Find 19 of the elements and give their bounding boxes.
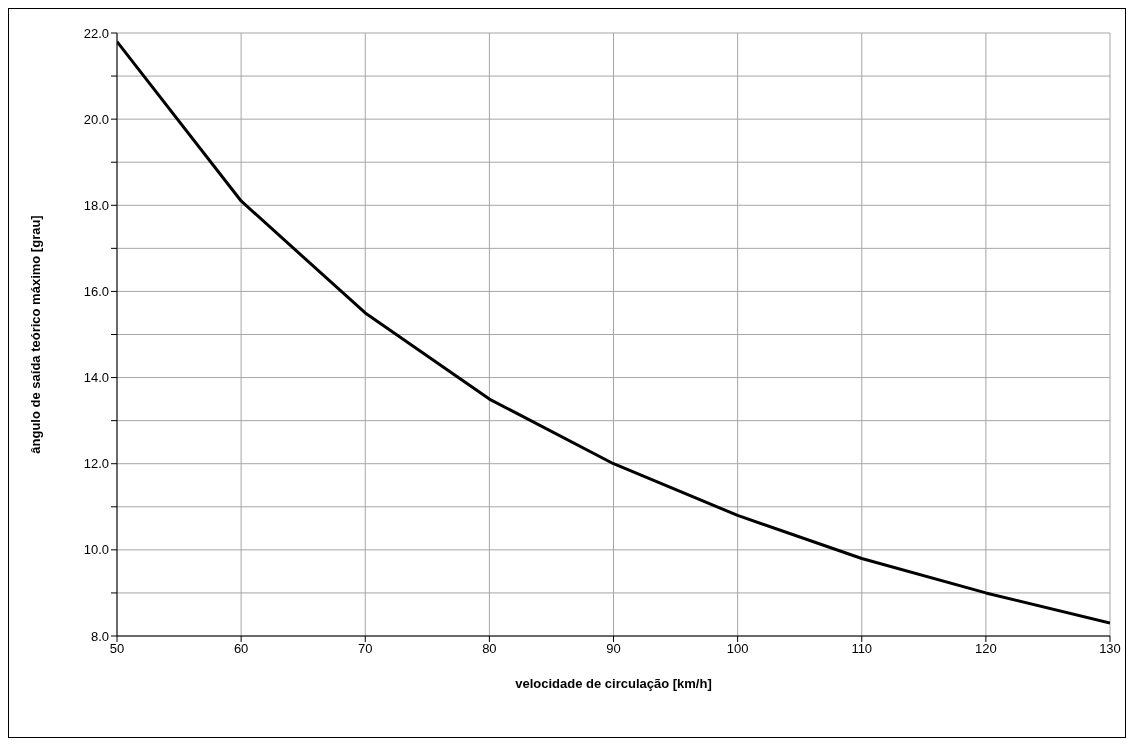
y-tick-label: 14.0 [83,370,109,386]
y-tick-label: 20.0 [83,111,109,127]
x-tick-label: 70 [358,641,373,657]
y-tick-label: 12.0 [83,456,109,472]
y-tick-label: 22.0 [83,25,109,41]
y-tick-label: 16.0 [83,284,109,300]
y-tick-label: 10.0 [83,542,109,558]
y-tick-label: 18.0 [83,197,109,213]
x-tick-label: 60 [233,641,249,657]
x-tick-label: 120 [975,641,997,657]
x-axis-title: velocidade de circulação [km/h] [515,676,712,691]
x-tick-label: 110 [851,641,873,657]
y-tick-label: 8.0 [90,628,109,644]
x-tick-label: 130 [1099,641,1121,657]
x-tick-label: 100 [726,641,749,657]
x-tick-label: 90 [606,641,621,657]
y-axis-title: ângulo de saída teórico máximo [grau] [27,215,43,454]
x-tick-label: 80 [482,641,497,657]
x-tick-label: 50 [109,641,125,657]
